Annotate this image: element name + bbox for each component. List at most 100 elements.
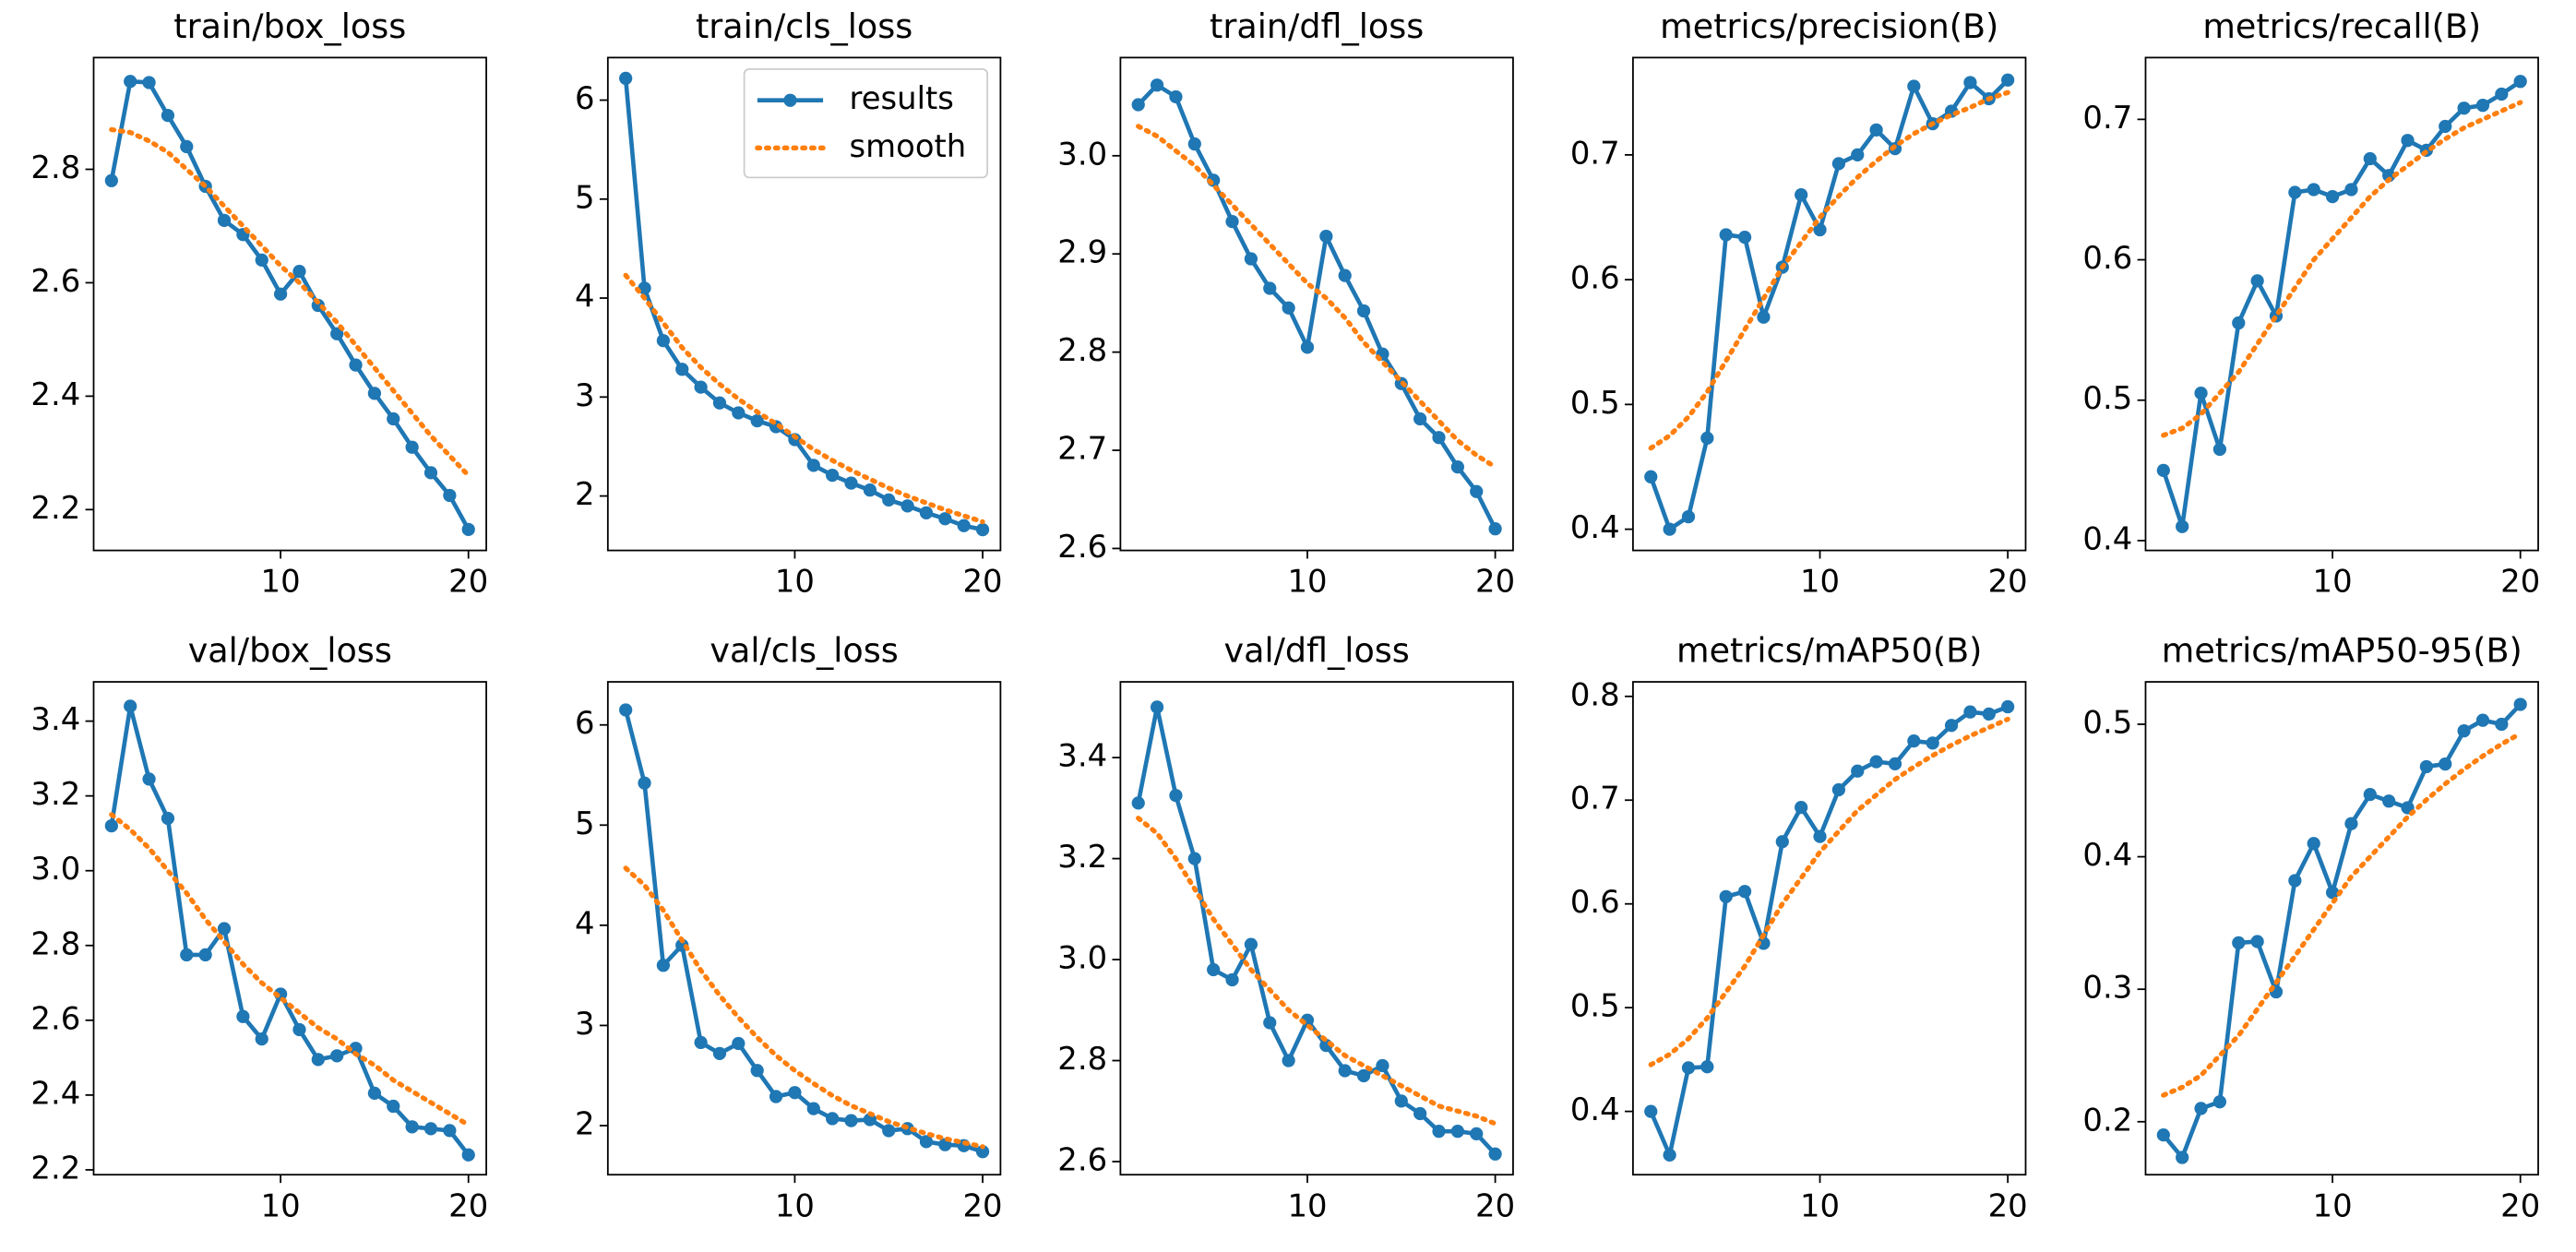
- y-tick-label: 0.5: [2082, 704, 2132, 740]
- results-marker: [844, 1114, 858, 1127]
- y-tick-label: 2.4: [30, 1075, 80, 1111]
- results-marker: [2344, 183, 2358, 197]
- results-line: [2162, 702, 2522, 1160]
- y-tick-label: 2.2: [30, 490, 80, 526]
- y-tick-label: 2.8: [1057, 332, 1107, 368]
- results-marker: [273, 287, 288, 301]
- y-tick-label: 3.0: [1057, 136, 1107, 172]
- x-tick-label: 10: [1800, 564, 1840, 600]
- plot-frame: [92, 681, 487, 1176]
- results-marker: [1450, 460, 1464, 474]
- smooth-line: [2161, 100, 2523, 438]
- results-marker: [1757, 936, 1771, 950]
- results-marker: [938, 512, 952, 526]
- results-marker: [1470, 484, 1484, 498]
- y-tick-label: 2.2: [30, 1150, 80, 1186]
- results-marker: [826, 1112, 840, 1126]
- results-marker: [387, 1099, 400, 1114]
- results-marker: [255, 253, 268, 267]
- results-marker: [2325, 189, 2340, 204]
- results-marker: [2401, 134, 2415, 148]
- results-marker: [1263, 281, 1277, 295]
- x-tick-label: 10: [1287, 564, 1327, 600]
- results-marker: [1813, 829, 1827, 843]
- results-marker: [619, 703, 633, 717]
- results-marker: [1450, 1125, 1464, 1139]
- results-marker: [2475, 99, 2490, 113]
- results-marker: [1869, 123, 1883, 137]
- results-marker: [1907, 734, 1921, 748]
- results-marker: [1432, 1125, 1446, 1139]
- y-tick-label: 0.7: [1570, 781, 1620, 817]
- y-tick-label: 0.7: [1570, 135, 1620, 171]
- y-tick-label: 3.4: [1057, 738, 1107, 774]
- x-tick-label: 20: [1475, 1187, 1515, 1223]
- results-marker: [443, 488, 457, 503]
- results-marker: [330, 327, 344, 340]
- results-marker: [2250, 935, 2264, 948]
- results-marker: [104, 818, 118, 833]
- results-marker: [882, 1124, 896, 1138]
- results-marker: [1795, 800, 1808, 815]
- y-tick-label: 3.2: [30, 776, 80, 812]
- results-marker: [732, 406, 745, 420]
- results-marker: [1963, 705, 1977, 719]
- results-marker: [1225, 214, 1239, 229]
- results-marker: [1719, 228, 1733, 242]
- results-line: [2161, 79, 2522, 530]
- results-marker: [2325, 886, 2340, 900]
- y-tick-label: 3.0: [30, 851, 80, 887]
- results-marker: [2439, 119, 2452, 134]
- y-tick-label: 6: [575, 705, 595, 741]
- results-marker: [1470, 1127, 1484, 1141]
- y-tick-label: 2: [575, 1106, 595, 1142]
- results-marker: [1888, 757, 1902, 771]
- y-tick-label: 2.4: [30, 376, 80, 412]
- y-tick-label: 0.7: [2082, 100, 2132, 136]
- results-marker: [1963, 76, 1977, 89]
- results-marker: [1413, 411, 1427, 426]
- results-marker: [311, 1053, 325, 1067]
- y-tick-label: 5: [575, 805, 595, 841]
- chart-title: train/cls_loss: [696, 6, 912, 46]
- results-marker: [2382, 794, 2396, 808]
- x-tick-label: 20: [2500, 1187, 2540, 1223]
- results-marker: [1187, 852, 1201, 865]
- results-marker: [2513, 698, 2527, 711]
- results-marker: [1737, 231, 1752, 244]
- y-tick-label: 0.8: [1570, 676, 1620, 712]
- results-marker: [975, 1145, 990, 1159]
- results-marker: [405, 440, 419, 454]
- results-marker: [1300, 340, 1315, 354]
- x-tick-label: 20: [1988, 1187, 2028, 1223]
- smooth-line: [109, 812, 471, 1127]
- y-tick-label: 0.5: [2082, 380, 2132, 416]
- x-tick-label: 10: [1800, 1187, 1840, 1223]
- y-tick-label: 2.8: [30, 149, 80, 185]
- results-marker: [1851, 764, 1865, 778]
- results-marker: [255, 1031, 268, 1046]
- results-marker: [1737, 885, 1752, 899]
- results-marker: [806, 459, 820, 472]
- results-marker: [675, 363, 689, 376]
- plot-frame: [1632, 681, 2027, 1176]
- results-marker: [2495, 87, 2509, 101]
- results-line: [1136, 705, 1497, 1156]
- y-tick-label: 3: [575, 377, 595, 413]
- results-marker: [1663, 1148, 1676, 1162]
- results-marker: [461, 1148, 475, 1162]
- y-tick-label: 3: [575, 1006, 595, 1042]
- results-marker: [1244, 252, 1258, 266]
- results-marker: [2194, 1102, 2208, 1115]
- smooth-line: [109, 126, 471, 479]
- results-marker: [1681, 1061, 1696, 1075]
- results-marker: [900, 499, 914, 513]
- results-marker: [788, 1086, 802, 1100]
- plot-frame: [1632, 56, 2027, 552]
- results-marker: [1432, 431, 1446, 445]
- results-marker: [461, 522, 475, 536]
- results-marker: [1757, 310, 1771, 324]
- smooth-line: [623, 272, 985, 525]
- results-marker: [349, 1042, 363, 1055]
